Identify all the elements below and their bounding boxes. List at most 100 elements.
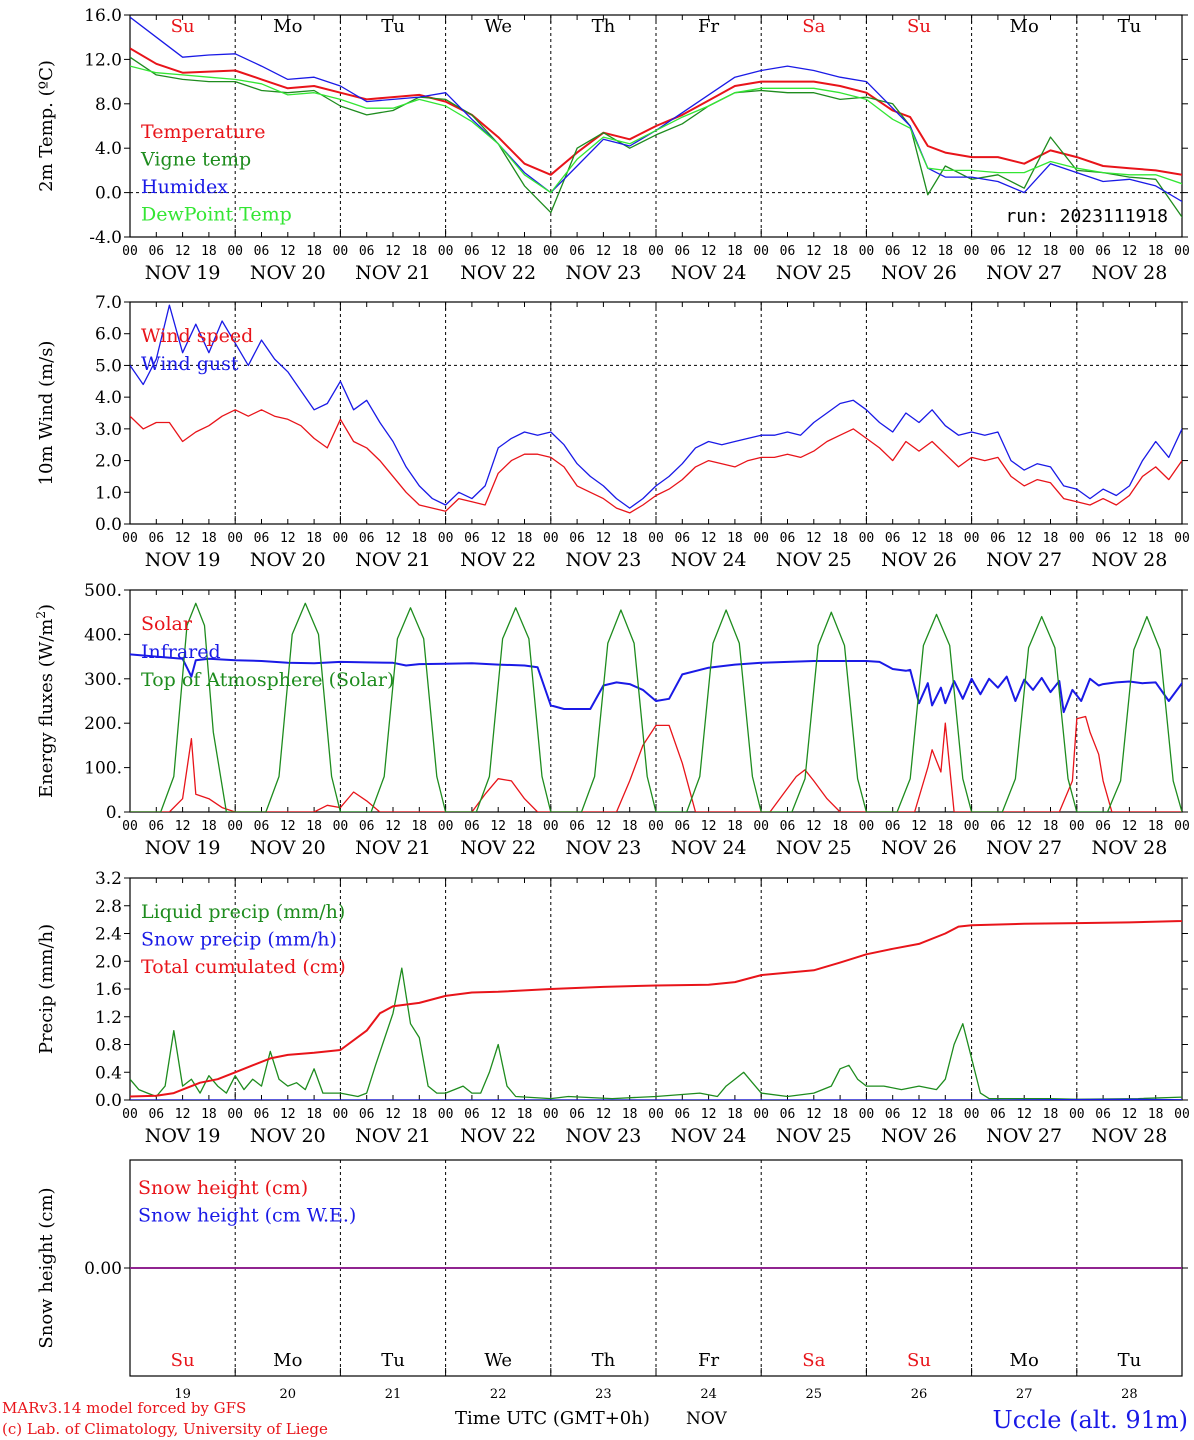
y-tick-label: 0.0	[95, 1091, 122, 1111]
energy-series-solar	[130, 715, 1182, 812]
x-date-label: NOV 19	[145, 549, 221, 571]
x-tick-label: 06	[990, 819, 1006, 834]
x-tick-label: 00	[227, 244, 243, 259]
x-axis-title: Time UTC (GMT+0h)	[455, 1408, 650, 1429]
x-tick-label: 18	[622, 819, 638, 834]
y-tick-label: 3.0	[95, 420, 122, 440]
x-tick-label: 18	[411, 244, 427, 259]
x-tick-label: 00	[859, 531, 875, 546]
energy-series-infrared	[130, 653, 1182, 714]
x-tick-label: 18	[1148, 819, 1164, 834]
temperature-series-humidex	[130, 16, 1182, 203]
model-credit: MARv3.14 model forced by GFS	[2, 1399, 246, 1417]
x-tick-label: 12	[385, 244, 401, 259]
x-tick-label: 06	[359, 1107, 375, 1122]
day-name-top: Fr	[698, 16, 719, 37]
x-tick-label: 18	[727, 1107, 743, 1122]
x-tick-label: 06	[780, 1107, 796, 1122]
day-name-bottom: Fr	[698, 1350, 719, 1371]
x-tick-label: 06	[885, 531, 901, 546]
x-tick-label: 12	[701, 819, 717, 834]
x-tick-label: 00	[648, 244, 664, 259]
x-tick-label: 06	[254, 531, 270, 546]
x-tick-label: 12	[1122, 244, 1138, 259]
legend-entry: Wind gust	[141, 353, 239, 375]
y-tick-label: 2.4	[95, 925, 122, 945]
x-tick-label: 18	[937, 531, 953, 546]
x-tick-label: 18	[1043, 531, 1059, 546]
y-tick-label: 7.0	[95, 293, 122, 313]
y-tick-label: 0.4	[95, 1063, 122, 1083]
x-tick-label: 06	[464, 244, 480, 259]
x-tick-label: 18	[306, 531, 322, 546]
legend-entry: Liquid precip (mm/h)	[141, 901, 345, 923]
wind-series-wind-speed	[130, 409, 1182, 514]
energy-y-axis-title: Energy fluxes (W/m2)	[34, 604, 57, 798]
x-tick-label: 00	[753, 1107, 769, 1122]
x-tick-label: 06	[674, 1107, 690, 1122]
copyright-credit: (c) Lab. of Climatology, University of L…	[2, 1420, 328, 1438]
day-name-bottom: Th	[592, 1350, 616, 1371]
x-date-label: NOV 20	[250, 549, 326, 571]
x-tick-label: 00	[964, 244, 980, 259]
x-tick-label: 00	[333, 244, 349, 259]
day-number: 25	[806, 1387, 823, 1402]
x-tick-label: 06	[990, 1107, 1006, 1122]
x-tick-label: 00	[543, 531, 559, 546]
x-date-label: NOV 25	[776, 837, 852, 859]
x-tick-label: 18	[517, 244, 533, 259]
x-tick-label: 18	[517, 1107, 533, 1122]
x-tick-label: 12	[385, 1107, 401, 1122]
x-tick-label: 00	[859, 1107, 875, 1122]
x-tick-label: 18	[411, 531, 427, 546]
x-date-label: NOV 26	[881, 549, 957, 571]
x-date-label: NOV 23	[565, 1125, 641, 1147]
legend-entry: Solar	[141, 613, 193, 635]
y-tick-label: 12.0	[84, 50, 122, 70]
x-tick-label: 06	[148, 244, 164, 259]
temperature-series-group	[130, 16, 1182, 218]
x-tick-label: 12	[911, 819, 927, 834]
x-tick-label: 12	[911, 531, 927, 546]
legend-entry: Wind speed	[141, 325, 253, 347]
x-tick-label: 18	[1148, 244, 1164, 259]
x-tick-label: 00	[122, 531, 138, 546]
precip-series-total-cumulated-cm	[130, 919, 1182, 1098]
day-name-bottom: Mo	[273, 1350, 302, 1371]
x-tick-label: 12	[1016, 244, 1032, 259]
x-tick-label: 12	[280, 819, 296, 834]
wind-series-wind-gust	[130, 304, 1182, 509]
y-tick-label: 1.0	[95, 483, 122, 503]
x-tick-label: 06	[464, 819, 480, 834]
x-date-label: NOV 22	[460, 262, 536, 284]
x-date-label: NOV 26	[881, 262, 957, 284]
x-tick-label: 00	[859, 819, 875, 834]
x-tick-label: 06	[254, 1107, 270, 1122]
day-name-top: Sa	[802, 16, 825, 37]
chart-panels: -4.0 0.0 4.0 8.0 12.0 16.0 2m Temp. (ºC) 00 06 12…	[34, 6, 1190, 1402]
x-tick-label: 00	[122, 1107, 138, 1122]
x-tick-label: 00	[122, 244, 138, 259]
x-tick-label: 18	[411, 1107, 427, 1122]
day-name-top: Mo	[273, 16, 302, 37]
x-tick-label: 12	[385, 819, 401, 834]
x-tick-label: 06	[359, 531, 375, 546]
x-date-label: NOV 24	[671, 1125, 747, 1147]
x-tick-label: 18	[1148, 531, 1164, 546]
day-name-bottom: Mo	[1010, 1350, 1039, 1371]
day-number: 19	[174, 1387, 191, 1402]
x-date-label: NOV 23	[565, 549, 641, 571]
x-tick-label: 18	[622, 244, 638, 259]
x-tick-label: 12	[806, 1107, 822, 1122]
x-tick-label: 00	[122, 819, 138, 834]
y-tick-label: 0.	[106, 803, 122, 823]
y-tick-label: 3.2	[95, 869, 122, 889]
x-tick-label: 00	[964, 531, 980, 546]
x-tick-label: 00	[227, 819, 243, 834]
x-tick-label: 00	[1174, 1107, 1190, 1122]
wind-series-group	[130, 304, 1182, 514]
energy-series-group	[130, 602, 1182, 812]
x-tick-label: 18	[727, 244, 743, 259]
y-tick-label: 0.00	[84, 1259, 122, 1279]
